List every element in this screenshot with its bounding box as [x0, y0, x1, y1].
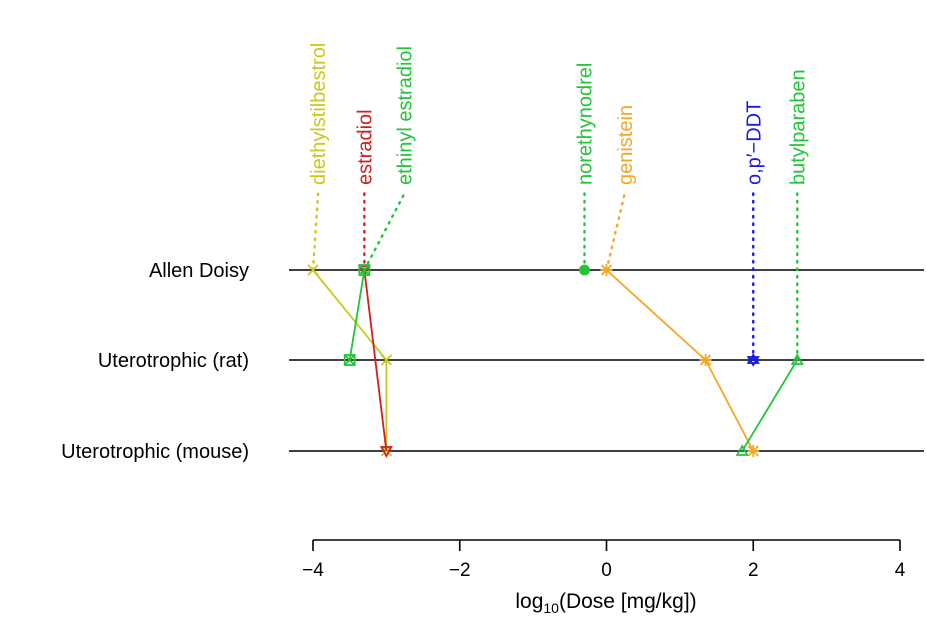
label-estradiol: estradiol	[354, 109, 376, 185]
leader-genistein	[605, 191, 627, 272]
x-axis-label-rest: (Dose [mg/kg])	[559, 590, 697, 613]
point-ethinyl-estradiol-1	[343, 354, 356, 366]
leader-diethylstilbestrol	[311, 191, 320, 272]
point-genistein-1	[699, 354, 712, 366]
x-tick-label-3: 2	[748, 560, 759, 581]
substance-labels: diethylstilbestrol estradiol ethinyl estra…	[308, 43, 809, 362]
label-butylparaben: butylparaben	[787, 69, 809, 185]
x-tick-label-4: 4	[895, 560, 906, 581]
label-genistein: genistein	[615, 105, 637, 185]
x-tick-label-2: 0	[601, 560, 612, 581]
leader-ethinyl-estradiol	[363, 191, 406, 272]
x-tick-label-1: −2	[449, 560, 471, 581]
point-o-p-ddt-0	[746, 353, 760, 367]
point-ethinyl-estradiol-0	[358, 264, 371, 276]
x-axis-label-sub: 10	[543, 600, 559, 616]
row-label-allen-doisy: Allen Doisy	[149, 260, 249, 282]
point-diethylstilbestrol-0	[307, 264, 319, 276]
point-estradiol-0	[357, 265, 371, 277]
point-genistein-2	[747, 445, 760, 457]
series-line-estradiol	[363, 269, 388, 452]
point-estradiol-1	[379, 446, 393, 458]
category-rows: Allen Doisy Uterotrophic (rat) Uterotrophi…	[61, 260, 924, 463]
x-axis-label-base: log	[515, 590, 543, 613]
point-genistein-0	[600, 264, 613, 276]
series-line-ethinyl-estradiol	[348, 269, 366, 361]
label-o-p-ddt: o,p′−DDT	[743, 101, 765, 185]
x-axis-label: log10(Dose [mg/kg])	[515, 590, 696, 616]
series-layer	[307, 264, 804, 458]
row-label-uterotrophic-rat: Uterotrophic (rat)	[98, 350, 249, 372]
series-line-butylparaben	[741, 359, 799, 452]
label-diethylstilbestrol: diethylstilbestrol	[308, 43, 330, 185]
point-norethynodrel-0	[579, 264, 590, 276]
label-ethinyl-estradiol: ethinyl estradiol	[395, 46, 417, 185]
label-norethynodrel: norethynodrel	[574, 63, 596, 185]
row-label-uterotrophic-mouse: Uterotrophic (mouse)	[61, 441, 249, 463]
point-diethylstilbestrol-1	[380, 354, 393, 366]
point-butylparaben-0	[790, 353, 804, 365]
x-tick-label-0: −4	[302, 560, 324, 581]
x-axis: −4 −2 0 2 4	[302, 539, 906, 581]
point-butylparaben-1	[735, 444, 749, 456]
